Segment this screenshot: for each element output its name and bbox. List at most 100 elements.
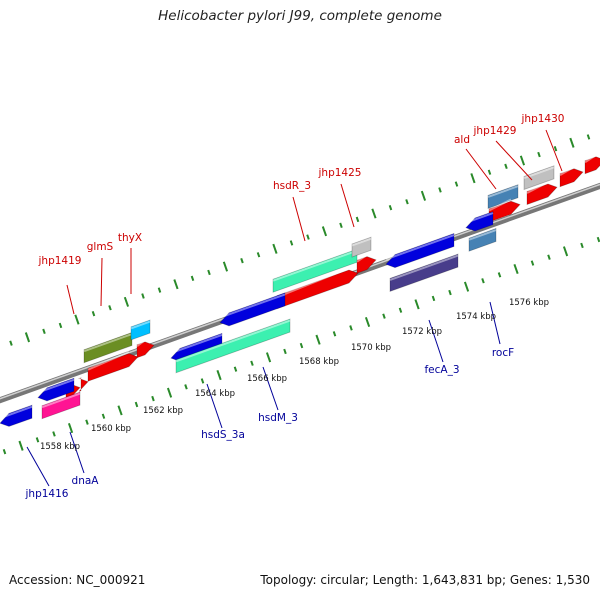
tick-mark	[157, 287, 162, 293]
tick-mark	[216, 369, 222, 381]
gene-feature	[389, 253, 459, 292]
scale-label: 1576 kbp	[509, 298, 549, 308]
gene-label: jhp1419	[38, 255, 82, 267]
tick-mark	[596, 236, 600, 243]
gene-label: glmS	[87, 241, 114, 253]
accession-label: Accession: NC_000921	[9, 573, 146, 587]
callout-line	[292, 196, 306, 242]
tick-mark	[332, 331, 337, 337]
callout-line	[340, 183, 355, 228]
tick-mark	[101, 413, 106, 419]
gene-feature-sheen	[468, 229, 497, 241]
tick-mark	[184, 384, 188, 390]
tick-mark	[67, 422, 74, 434]
gene-feature-sheen	[175, 319, 291, 363]
tick-mark	[240, 257, 244, 264]
tick-mark	[537, 151, 541, 158]
tick-mark	[306, 234, 310, 240]
gene-feature	[83, 331, 133, 364]
gene-feature-sheen	[78, 376, 82, 380]
tick-mark	[117, 405, 123, 416]
tick-mark	[35, 437, 40, 443]
tick-mark	[321, 226, 328, 237]
tick-mark	[513, 263, 519, 275]
gene-feature	[356, 256, 377, 274]
scale-label: 1558 kbp	[40, 442, 80, 452]
tick-mark	[463, 281, 470, 292]
tick-mark	[420, 190, 427, 201]
tick-mark	[9, 340, 13, 346]
gene-feature-sheen	[559, 166, 575, 177]
gene-feature-sheen	[83, 333, 133, 353]
gene-feature-sheen	[389, 254, 459, 281]
scale-label: 1566 kbp	[247, 374, 287, 384]
gene-feature-sheen	[87, 350, 130, 371]
callout-line	[545, 129, 563, 172]
gene-feature	[523, 165, 555, 191]
gene-feature	[487, 184, 519, 209]
gene-feature-sheen	[356, 254, 368, 263]
scale-labels: 1558 kbp 1560 kbp 1562 kbp 1564 kbp 1566 kbp…	[40, 298, 549, 452]
tick-mark	[487, 169, 492, 175]
tick-mark	[151, 395, 155, 402]
tick-mark	[91, 310, 96, 317]
callout-line	[26, 446, 50, 487]
scale-label: 1560 kbp	[91, 424, 131, 434]
scale-label: 1570 kbp	[351, 343, 391, 353]
callout-line	[428, 319, 444, 363]
gene-feature-sheen	[385, 234, 455, 261]
gene-feature	[559, 168, 584, 188]
gene-feature	[468, 227, 497, 252]
tick-mark	[85, 419, 89, 425]
callout-line	[465, 148, 497, 190]
tick-marks	[2, 134, 600, 455]
gene-feature-sheen	[487, 185, 519, 198]
tick-mark	[438, 187, 442, 193]
tick-mark	[580, 242, 584, 249]
tick-mark	[108, 305, 112, 311]
tick-mark	[222, 261, 229, 272]
callout-line	[262, 366, 279, 411]
tick-mark	[289, 240, 294, 246]
tick-mark	[283, 348, 287, 355]
gene-feature	[136, 341, 155, 359]
gene-label: dnaA	[72, 475, 100, 487]
scale-label: 1574 kbp	[456, 312, 496, 322]
gene-feature-sheen	[276, 267, 350, 299]
tick-mark	[355, 216, 360, 223]
tick-mark	[272, 243, 278, 254]
callout-line	[206, 383, 223, 429]
page-title: Helicobacter pylori J99, complete genome	[158, 8, 442, 24]
gene-feature-sheen	[170, 333, 223, 355]
gene-feature-sheen	[526, 181, 549, 194]
tick-mark	[454, 181, 459, 187]
gene-label: jhp1429	[473, 125, 517, 137]
gene-label: jhp1425	[318, 167, 362, 179]
gene-feature	[0, 404, 33, 427]
tick-mark	[256, 252, 261, 258]
tick-mark	[414, 299, 420, 310]
tick-mark	[547, 254, 551, 260]
gene-feature	[219, 292, 286, 327]
gene-feature	[465, 211, 494, 232]
gene-label: ald	[454, 134, 470, 146]
genome-summary: Topology: circular; Length: 1,643,831 bp…	[260, 573, 590, 587]
tick-mark	[134, 401, 139, 408]
scale-label: 1568 kbp	[299, 357, 339, 367]
tick-mark	[200, 378, 205, 384]
gene-label: hsdS_3a	[201, 429, 245, 441]
gene-feature-sheen	[584, 154, 597, 164]
tick-mark	[2, 448, 7, 455]
callout-line	[69, 431, 85, 474]
tick-mark	[553, 145, 558, 152]
tick-mark	[42, 328, 46, 335]
tick-mark	[497, 272, 502, 278]
callout-line	[66, 284, 75, 315]
gene-feature-sheen	[465, 212, 494, 224]
gene-feature-sheen	[272, 249, 358, 282]
gene-label: thyX	[118, 232, 142, 244]
tick-mark	[141, 293, 145, 299]
scale-label: 1562 kbp	[143, 406, 183, 416]
